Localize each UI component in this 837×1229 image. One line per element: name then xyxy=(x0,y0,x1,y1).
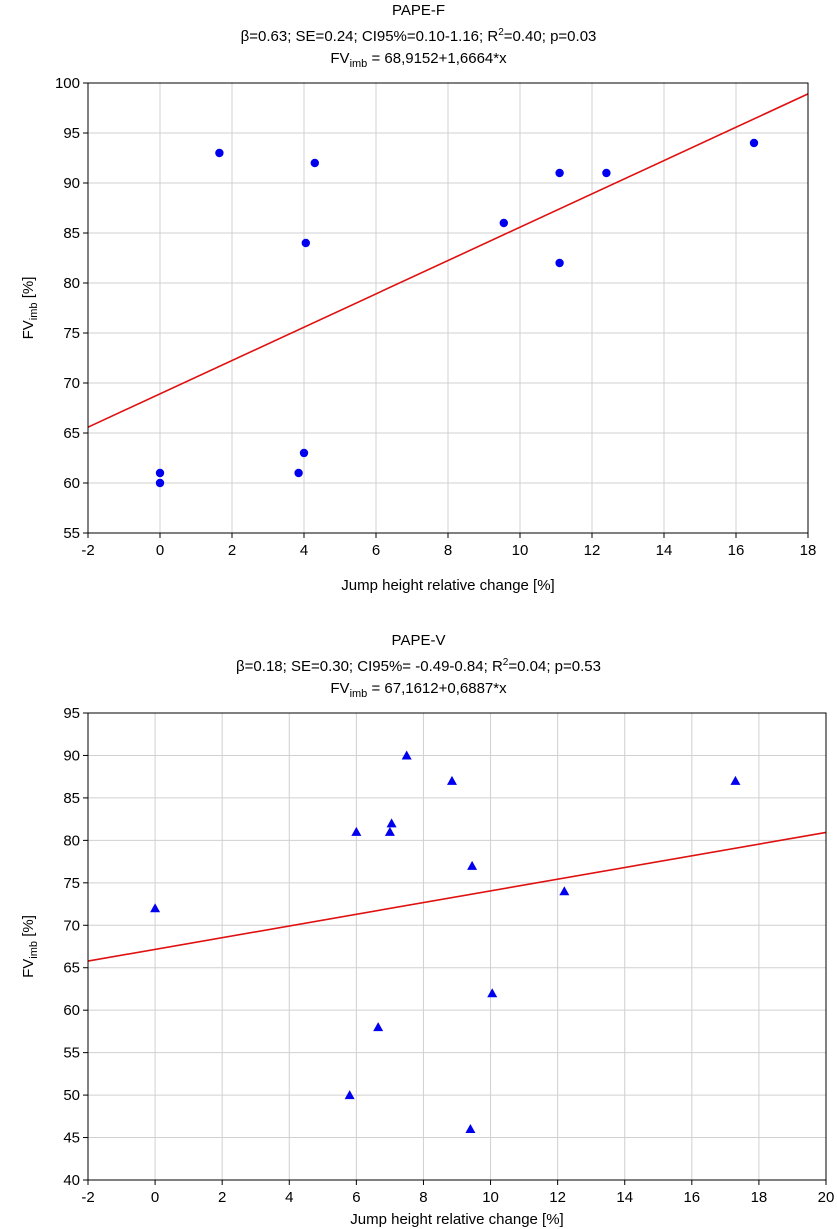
x-axis-label: Jump height relative change [%] xyxy=(341,577,554,594)
x-tick-label: 16 xyxy=(683,1189,700,1206)
y-axis-label: FVimb [%] xyxy=(20,915,40,978)
y-tick-label: 95 xyxy=(63,705,80,722)
x-tick-label: -2 xyxy=(81,1189,94,1206)
plot-frame xyxy=(87,82,809,534)
y-tick-label: 65 xyxy=(63,960,80,977)
x-tick-label: 0 xyxy=(151,1189,159,1206)
stat-r2: R2=0.40; xyxy=(487,27,546,45)
data-point xyxy=(150,903,161,913)
x-tick-label: 2 xyxy=(228,542,236,559)
chart-title: PAPE-V xyxy=(391,632,446,649)
y-tick-label: 40 xyxy=(63,1172,80,1189)
x-tick-label: 4 xyxy=(300,542,308,559)
data-point xyxy=(499,218,508,228)
y-tick-label: 60 xyxy=(63,475,80,492)
x-tick-label: 0 xyxy=(156,542,164,559)
data-point xyxy=(344,1090,355,1100)
chart-header-pape-v: PAPE-V β=0.18; SE=0.30; CI95%= -0.49-0.8… xyxy=(0,630,837,705)
x-tick-label: 10 xyxy=(482,1189,499,1206)
y-axis-label: FVimb [%] xyxy=(20,277,40,340)
y-tick-label: 70 xyxy=(63,375,80,392)
x-tick-label: 8 xyxy=(419,1189,427,1206)
y-tick-label: 85 xyxy=(63,790,80,807)
y-tick-label: 70 xyxy=(63,917,80,934)
y-tick-label: 75 xyxy=(63,325,80,342)
y-tick-label: 90 xyxy=(63,747,80,764)
stat-ci: CI95%= -0.49-0.84; xyxy=(357,658,488,675)
x-tick-label: 8 xyxy=(444,542,452,559)
y-tick-label: 100 xyxy=(55,75,80,92)
y-tick-label: 55 xyxy=(63,1045,80,1062)
x-tick-label: 12 xyxy=(584,542,601,559)
y-tick-label: 75 xyxy=(63,875,80,892)
x-tick-label: 16 xyxy=(728,542,745,559)
x-tick-label: 12 xyxy=(549,1189,566,1206)
data-point xyxy=(749,138,759,148)
data-point xyxy=(301,238,310,248)
data-point xyxy=(559,886,570,896)
scatter-plot-pape-f: -2 0 2 4 6 8 10 12 14 16 18 55 60 65 70 75 80 85 90 95 100 J… xyxy=(20,75,817,594)
data-point xyxy=(215,148,224,158)
x-axis-label: Jump height relative change [%] xyxy=(350,1211,563,1228)
data-point xyxy=(487,988,498,998)
data-point xyxy=(155,478,165,488)
stat-se: SE=0.30; xyxy=(290,658,354,675)
y-tick-label: 90 xyxy=(63,175,80,192)
x-tick-label: 2 xyxy=(218,1189,226,1206)
data-point xyxy=(373,1022,384,1032)
x-tick-label: 10 xyxy=(512,542,529,559)
data-point xyxy=(351,826,362,836)
stat-p: p=0.53 xyxy=(554,658,601,675)
y-tick-label: 60 xyxy=(63,1002,80,1019)
x-tick-label: 18 xyxy=(751,1189,768,1206)
data-point xyxy=(401,750,412,760)
stat-beta: β=0.18; xyxy=(236,658,287,675)
y-tick-label: 80 xyxy=(63,275,80,292)
chart-stats: β=0.18; SE=0.30; CI95%= -0.49-0.84; R2=0… xyxy=(0,652,837,678)
stat-beta: β=0.63; xyxy=(240,28,292,45)
data-point xyxy=(465,1124,476,1134)
stat-ci: CI95%=0.10-1.16; xyxy=(361,28,484,45)
data-point xyxy=(155,468,165,478)
data-point xyxy=(555,168,564,178)
regression-equation: FVimb = 67,1612+0,6887*x xyxy=(330,680,507,700)
data-point xyxy=(602,168,611,178)
y-tick-label: 65 xyxy=(63,425,80,442)
data-point xyxy=(386,818,397,828)
data-point xyxy=(730,775,741,785)
x-tick-label: 18 xyxy=(800,542,817,559)
y-tick-label: 95 xyxy=(63,125,80,142)
regression-line xyxy=(87,831,827,962)
regression-line xyxy=(87,93,809,428)
chart-title: PAPE-F xyxy=(391,2,446,19)
data-point xyxy=(446,775,457,785)
x-tick-label: 20 xyxy=(818,1189,835,1206)
data-point xyxy=(310,158,319,168)
x-tick-label: 14 xyxy=(656,542,673,559)
x-tick-label: 4 xyxy=(285,1189,293,1206)
x-tick-label: -2 xyxy=(81,542,94,559)
y-tick-label: 80 xyxy=(63,832,80,849)
x-tick-label: 14 xyxy=(616,1189,633,1206)
chart-header-pape-f: PAPE-F β=0.63; SE=0.24; CI95%=0.10-1.16;… xyxy=(0,0,837,75)
x-tick-label: 6 xyxy=(372,542,380,559)
y-tick-label: 85 xyxy=(63,225,80,242)
y-tick-label: 50 xyxy=(63,1087,80,1104)
data-point xyxy=(384,826,395,836)
stat-r2: R2=0.04; xyxy=(491,657,551,675)
data-point xyxy=(467,860,478,870)
y-tick-label: 45 xyxy=(63,1130,80,1147)
data-point xyxy=(299,448,309,458)
plot-frame xyxy=(87,712,827,1181)
data-point xyxy=(294,468,303,478)
y-tick-label: 55 xyxy=(63,525,80,542)
regression-equation: FVimb = 68,9152+1,6664*x xyxy=(330,50,507,70)
stat-p: p=0.03 xyxy=(550,28,597,45)
chart-stats: β=0.63; SE=0.24; CI95%=0.10-1.16; R2=0.4… xyxy=(0,22,837,48)
x-tick-label: 6 xyxy=(352,1189,360,1206)
stat-se: SE=0.24; xyxy=(295,28,358,45)
data-point xyxy=(555,258,564,268)
